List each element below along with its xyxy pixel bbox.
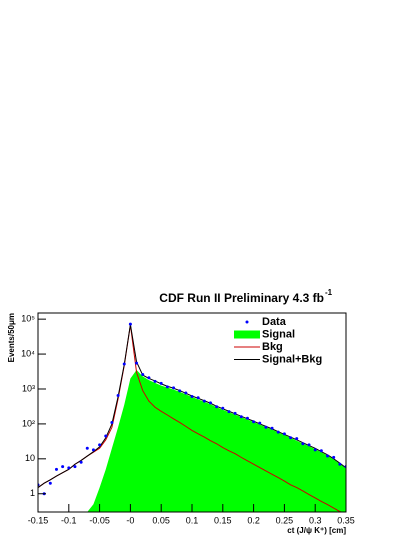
y-tick-label: 10³ [22,383,35,393]
y-tick-label: 10 [25,453,35,463]
legend-label: Signal [262,328,295,340]
data-point [282,432,286,436]
x-tick-label: 0.15 [214,515,232,525]
data-point [190,394,194,398]
data-point [79,460,83,464]
x-tick-label: -0.1 [61,515,77,525]
data-point [85,446,89,450]
chart-title: CDF Run II Preliminary 4.3 fb [159,291,324,305]
data-point [184,391,188,395]
x-tick-label: 0.3 [309,515,322,525]
data-point [172,386,176,390]
plot-area [38,322,346,512]
x-tick-label: 0.2 [247,515,260,525]
data-point [326,454,330,458]
x-tick-label: -0.05 [89,515,110,525]
data-point [332,455,336,459]
y-tick-label: 10⁴ [21,348,35,358]
data-point [141,372,145,376]
data-point [215,405,219,409]
x-axis-label: ct (J/ψ K⁺) [cm] [287,526,346,535]
y-tick-label: 1 [30,488,35,498]
x-tick-label: -0.15 [28,515,49,525]
data-point [48,481,52,485]
legend-swatch [234,330,260,339]
data-point [54,467,58,471]
data-point [178,389,182,393]
data-point [73,465,77,469]
data-point [319,449,323,453]
data-point [67,466,71,470]
legend-label: Data [262,316,287,328]
x-tick-label: 0.35 [337,515,355,525]
data-point [258,421,262,425]
data-point [227,410,231,414]
legend-label: Bkg [262,341,283,353]
x-tick-label: 0.05 [152,515,170,525]
data-point [91,448,95,452]
data-point [153,379,157,383]
data-point [301,442,305,446]
data-point [128,322,132,326]
data-point [61,465,65,469]
data-point [276,430,280,434]
x-tick-label: 0.25 [276,515,294,525]
data-point [196,396,200,400]
data-point [104,434,108,438]
data-point [307,443,311,447]
data-point [239,415,243,419]
data-point [110,420,114,424]
data-point [221,406,225,410]
data-point [165,385,169,389]
data-point [208,401,212,405]
data-point [116,394,120,398]
data-point [159,381,163,385]
data-point [313,448,317,452]
data-point [270,426,274,430]
y-tick-label: 10⁵ [21,314,35,324]
data-point [289,436,293,440]
title-superscript: -1 [325,288,333,297]
y-tick-label: 10² [22,418,35,428]
data-point [233,411,237,415]
data-point [295,437,299,441]
data-point [122,362,126,366]
signal-area [87,369,346,512]
y-axis-label: Events/50μm [7,313,16,362]
data-point [245,416,249,420]
data-point [147,376,151,380]
legend-label: Signal+Bkg [262,353,322,365]
data-point [252,420,256,424]
data-point [98,443,102,447]
data-point [135,361,139,365]
data-point [202,399,206,403]
x-tick-label: 0.1 [186,515,199,525]
x-tick-label: -0 [126,515,134,525]
data-point [338,462,342,466]
legend-marker [245,320,249,324]
data-point [264,425,268,429]
